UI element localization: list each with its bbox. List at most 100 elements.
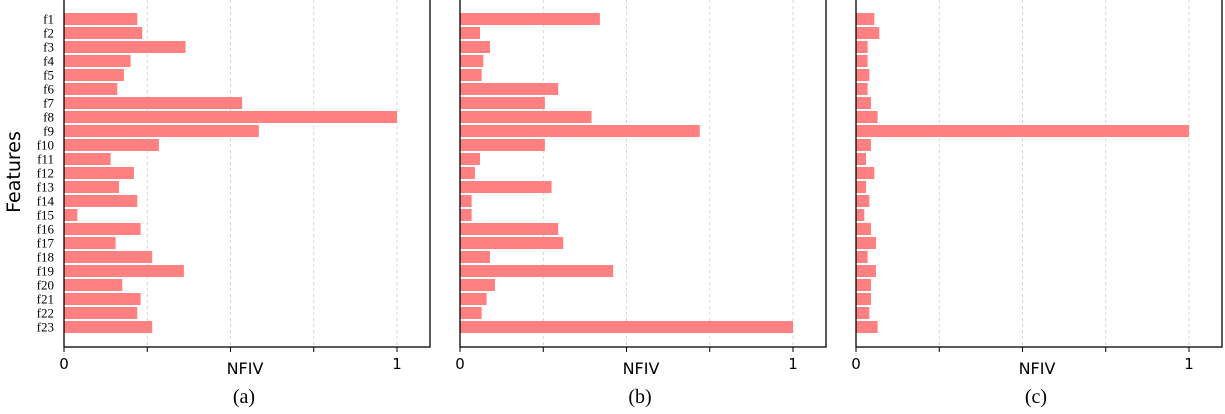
- x-axis-label: NFIV: [227, 359, 264, 378]
- bar-f15: [460, 209, 472, 221]
- bar-f5: [856, 69, 870, 81]
- bar-f5: [64, 69, 124, 81]
- bar-f14: [856, 195, 870, 207]
- x-tick-label: 0: [455, 355, 465, 373]
- x-axis-label: NFIV: [1019, 359, 1056, 378]
- x-tick-label: 0: [59, 355, 69, 373]
- bar-f12: [460, 167, 475, 179]
- x-tick-label: 1: [1184, 355, 1194, 373]
- category-label: f3: [43, 40, 54, 55]
- bar-f13: [460, 181, 552, 193]
- bar-f21: [460, 293, 487, 305]
- panels: f1f2f3f4f5f6f7f8f9f10f11f12f13f14f15f16f…: [37, 0, 1223, 408]
- bar-f7: [64, 97, 243, 109]
- category-label: f8: [43, 110, 54, 125]
- bar-f8: [64, 111, 397, 123]
- bar-f20: [64, 279, 123, 291]
- bar-f19: [460, 265, 614, 277]
- panel-c: 0 1 NFIV (c): [851, 0, 1223, 408]
- bar-f3: [856, 41, 868, 53]
- axes-frame: [63, 0, 431, 348]
- category-label: f15: [37, 208, 54, 223]
- bar-f9: [64, 125, 259, 137]
- category-label: f18: [37, 250, 54, 265]
- bar-f22: [856, 307, 870, 319]
- category-label: f12: [37, 166, 54, 181]
- category-label: f23: [37, 320, 54, 335]
- bar-f16: [460, 223, 559, 235]
- bar-f7: [856, 97, 871, 109]
- category-label: f10: [37, 138, 54, 153]
- bar-f11: [856, 153, 866, 165]
- bar-f8: [460, 111, 592, 123]
- bar-f14: [460, 195, 472, 207]
- bar-f2: [460, 27, 480, 39]
- panel-label: (a): [233, 386, 255, 408]
- bar-f20: [460, 279, 495, 291]
- bar-f16: [856, 223, 871, 235]
- y-axis-label: Features: [3, 131, 25, 213]
- bar-f6: [64, 83, 118, 95]
- bar-f12: [64, 167, 134, 179]
- bar-f19: [64, 265, 184, 277]
- category-label: f13: [37, 180, 54, 195]
- bar-f23: [856, 321, 878, 333]
- category-label: f9: [43, 124, 54, 139]
- bar-f18: [64, 251, 153, 263]
- x-tick-label: 0: [851, 355, 861, 373]
- x-tick-label: 1: [788, 355, 798, 373]
- bar-f10: [460, 139, 545, 151]
- category-label: f7: [43, 96, 54, 111]
- bar-f11: [460, 153, 480, 165]
- bar-f22: [460, 307, 482, 319]
- bar-f6: [856, 83, 868, 95]
- category-label: f14: [37, 194, 55, 209]
- category-label: f6: [43, 82, 54, 97]
- category-label: f20: [37, 278, 54, 293]
- bar-f2: [64, 27, 143, 39]
- bar-f18: [460, 251, 490, 263]
- bar-f8: [856, 111, 878, 123]
- bar-f21: [64, 293, 141, 305]
- bar-f4: [856, 55, 868, 67]
- category-label: f5: [43, 68, 54, 83]
- axes-frame: [459, 0, 827, 348]
- category-label: f11: [37, 152, 54, 167]
- bar-f22: [64, 307, 138, 319]
- bar-f4: [460, 55, 484, 67]
- x-axis-label: NFIV: [623, 359, 660, 378]
- bar-f13: [64, 181, 119, 193]
- bar-f23: [460, 321, 793, 333]
- bar-f16: [64, 223, 141, 235]
- bar-f17: [64, 237, 116, 249]
- bar-f9: [856, 125, 1189, 137]
- bar-f20: [856, 279, 871, 291]
- bar-f3: [460, 41, 490, 53]
- panel-label: (c): [1025, 386, 1047, 408]
- bar-f6: [460, 83, 559, 95]
- bar-f1: [856, 13, 875, 25]
- bar-f14: [64, 195, 138, 207]
- bar-f12: [856, 167, 875, 179]
- bar-f15: [64, 209, 78, 221]
- bar-f13: [856, 181, 866, 193]
- category-label: f4: [43, 54, 54, 69]
- bar-f15: [856, 209, 865, 221]
- category-label: f1: [43, 12, 54, 27]
- bar-f10: [856, 139, 871, 151]
- bar-f23: [64, 321, 153, 333]
- bar-f2: [856, 27, 880, 39]
- bar-f9: [460, 125, 700, 137]
- bar-f21: [856, 293, 871, 305]
- bar-f17: [856, 237, 876, 249]
- category-label: f21: [37, 292, 54, 307]
- bar-f10: [64, 139, 159, 151]
- category-label: f17: [37, 236, 55, 251]
- bar-f11: [64, 153, 111, 165]
- axes-frame: [855, 0, 1223, 348]
- bar-f5: [460, 69, 482, 81]
- category-label: f19: [37, 264, 54, 279]
- panel-label: (b): [628, 386, 651, 408]
- panel-b: 0 1 NFIV (b): [455, 0, 827, 408]
